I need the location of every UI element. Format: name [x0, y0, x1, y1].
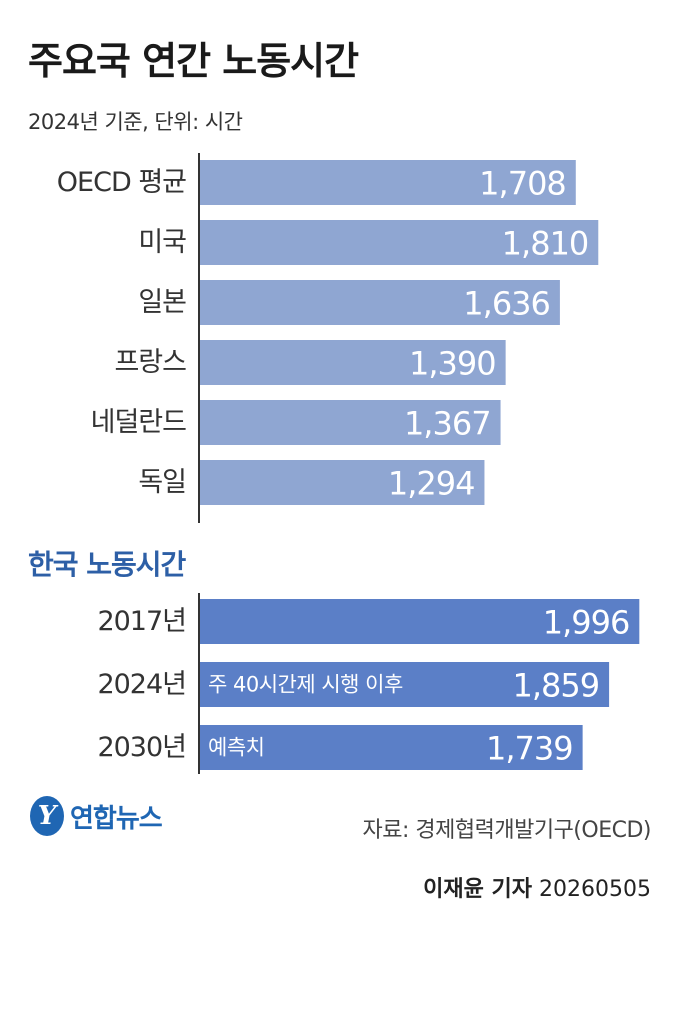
main-category-label-3: 프랑스: [114, 347, 186, 378]
main-bar-5: [199, 460, 485, 505]
chart-subtitle: 2024년 기준, 단위: 시간: [28, 110, 243, 134]
publish-date: 20260505: [539, 877, 651, 902]
main-category-label-4: 네덜란드: [91, 407, 187, 438]
main-value-label-5: 1,294: [388, 465, 475, 503]
korea-section-title: 한국 노동시간: [28, 548, 187, 581]
korea-value-label-1: 1,859: [512, 667, 599, 705]
main-category-label-0: OECD 평균: [57, 167, 186, 198]
main-bar-1: [199, 220, 599, 265]
main-bar-3: [199, 340, 506, 385]
korea-category-label-1: 2024년: [97, 669, 186, 700]
korea-category-label-0: 2017년: [97, 606, 186, 637]
main-category-label-5: 독일: [138, 467, 186, 498]
main-value-label-2: 1,636: [463, 285, 550, 323]
korea-value-label-2: 1,739: [486, 730, 573, 768]
korea-bar-0: [199, 599, 640, 644]
korea-category-label-2: 2030년: [97, 732, 186, 763]
reporter-name: 이재윤 기자: [423, 877, 533, 902]
yonhap-logo-icon: Y: [30, 796, 64, 836]
korea-annotation-1: 주 40시간제 시행 이후: [208, 673, 403, 697]
credit-line: 이재윤 기자 20260505: [423, 871, 651, 903]
main-value-label-1: 1,810: [502, 225, 589, 263]
main-bar-group: OECD 평균 1,708 미국 1,810 일본 1,636 프랑스 1,390 네덜란드 1,…: [57, 160, 599, 505]
korea-bar-1: [199, 662, 610, 707]
bar-chart: OECD 평균 1,708 미국 1,810 일본 1,636 프랑스 1,390 네덜란드 1,…: [28, 153, 640, 774]
yonhap-logo: Y 연합뉴스: [30, 796, 163, 836]
korea-annotation-2: 예측치: [208, 736, 264, 760]
main-bar-4: [199, 400, 501, 445]
yonhap-logo-text: 연합뉴스: [70, 803, 163, 834]
main-value-label-0: 1,708: [479, 165, 566, 203]
main-category-label-2: 일본: [138, 287, 186, 318]
main-bar-0: [199, 160, 576, 205]
chart-title: 주요국 연간 노동시간: [28, 39, 359, 83]
korea-bar-2: [199, 725, 583, 770]
korea-value-label-0: 1,996: [543, 604, 630, 642]
source-note: 자료: 경제협력개발기구(OECD): [362, 818, 652, 843]
main-category-label-1: 미국: [138, 227, 186, 258]
korea-bar-group: 2017년 1,996 2024년 1,859 주 40시간제 시행 이후 2030년 1,…: [97, 599, 640, 770]
main-bar-2: [199, 280, 560, 325]
main-value-label-3: 1,390: [409, 345, 496, 383]
main-value-label-4: 1,367: [404, 405, 491, 443]
